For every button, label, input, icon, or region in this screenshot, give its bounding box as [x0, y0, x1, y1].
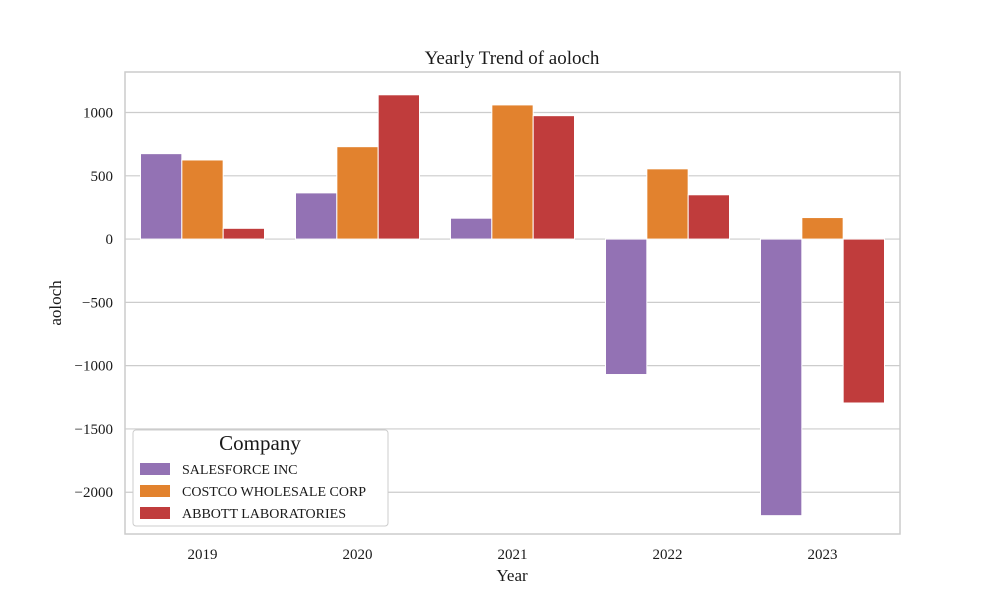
- bars: [140, 94, 886, 517]
- x-tick-label: 2021: [498, 547, 528, 563]
- y-tick-label: 500: [91, 169, 114, 185]
- bar-costco-wholesale-corp-2022: [646, 168, 689, 240]
- bar-salesforce-inc-2023: [760, 238, 803, 517]
- y-axis-label: aoloch: [46, 280, 65, 326]
- y-tick-label: 0: [106, 232, 114, 248]
- y-tick-label: −1000: [75, 359, 113, 375]
- plot-frame: [124, 71, 901, 535]
- x-tick-label: 2020: [343, 547, 373, 563]
- x-tick-labels: 2019 2020 2021 2022 2023: [188, 547, 838, 563]
- legend: Company SALESFORCE INC COSTCO WHOLESALE C…: [132, 429, 389, 527]
- bar-costco-wholesale-corp-2021: [491, 104, 534, 240]
- legend-label: COSTCO WHOLESALE CORP: [182, 485, 366, 500]
- chart-title: Yearly Trend of aoloch: [425, 48, 600, 69]
- legend-items: SALESFORCE INC COSTCO WHOLESALE CORP ABBOT…: [140, 463, 366, 522]
- y-tick-label: 1000: [83, 106, 113, 122]
- bar-costco-wholesale-corp-2023: [801, 217, 844, 240]
- bar-salesforce-inc-2019: [140, 153, 183, 240]
- y-tick-label: −1500: [75, 422, 113, 438]
- bar-abbott-laboratories-2020: [377, 94, 420, 240]
- x-tick-label: 2019: [188, 547, 218, 563]
- bar-salesforce-inc-2022: [605, 238, 648, 376]
- legend-swatch: [140, 507, 170, 519]
- legend-swatch: [140, 485, 170, 497]
- legend-label: ABBOTT LABORATORIES: [182, 507, 346, 522]
- bar-abbott-laboratories-2021: [532, 115, 576, 240]
- x-axis-label: Year: [496, 566, 528, 585]
- bar-salesforce-inc-2020: [295, 192, 338, 240]
- x-tick-label: 2022: [653, 547, 683, 563]
- bar-costco-wholesale-corp-2020: [336, 146, 379, 240]
- legend-swatch: [140, 463, 170, 475]
- y-tick-labels: 1000 500 0 −500 −1000 −1500 −2000: [75, 106, 113, 502]
- legend-label: SALESFORCE INC: [182, 463, 298, 478]
- bar-costco-wholesale-corp-2019: [181, 159, 224, 240]
- bar-abbott-laboratories-2023: [842, 238, 886, 404]
- y-tick-label: −500: [82, 295, 113, 311]
- bar-abbott-laboratories-2022: [687, 194, 731, 240]
- bar-abbott-laboratories-2019: [222, 227, 266, 240]
- x-tick-label: 2023: [808, 547, 838, 563]
- bar-salesforce-inc-2021: [450, 217, 493, 240]
- y-tick-label: −2000: [75, 485, 113, 501]
- legend-title: Company: [219, 431, 301, 455]
- legend-box: [132, 429, 389, 527]
